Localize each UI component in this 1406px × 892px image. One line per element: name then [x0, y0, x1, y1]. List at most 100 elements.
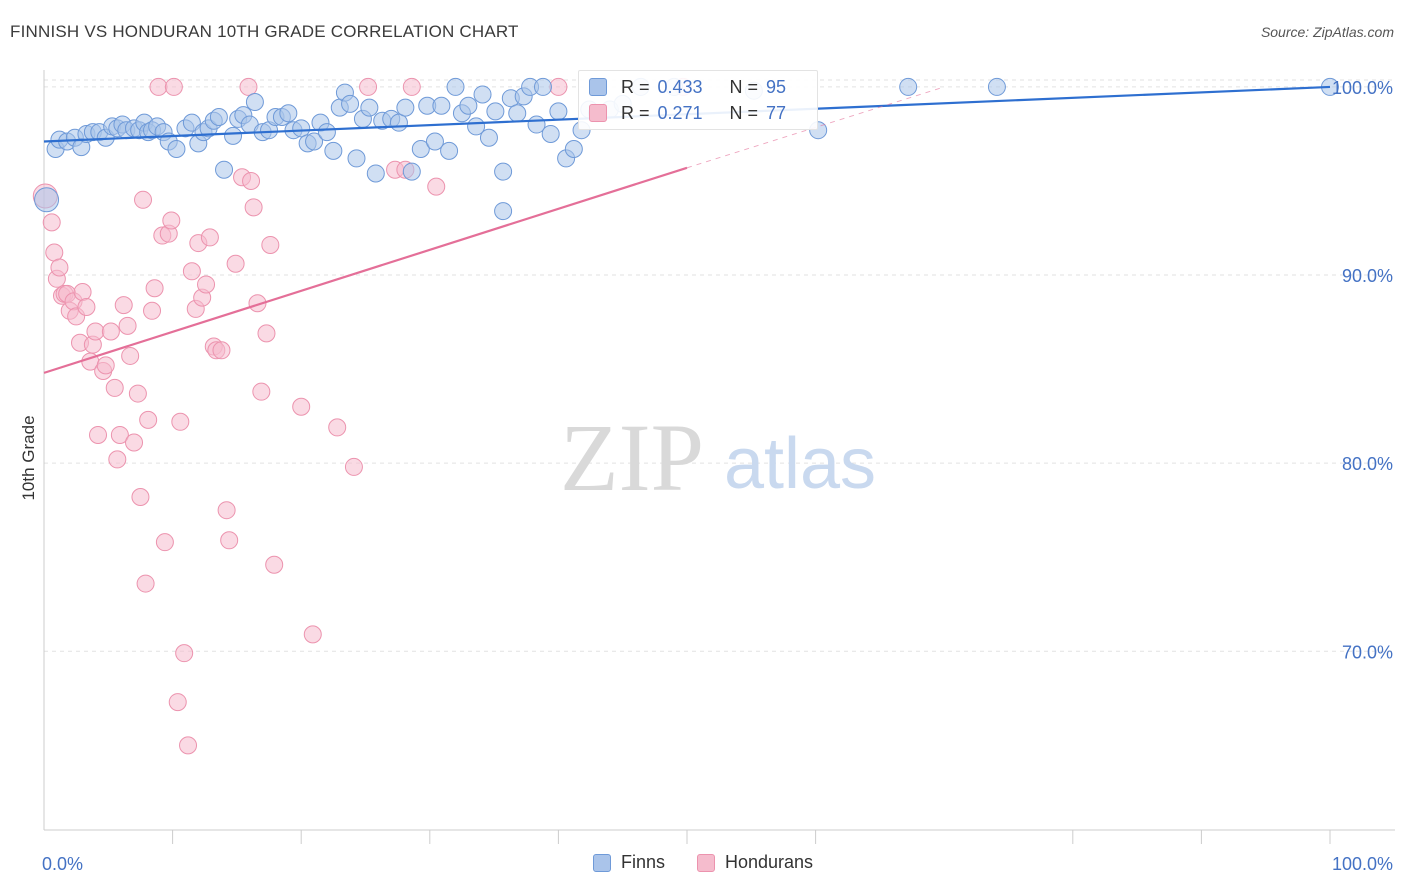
r-label: R =	[621, 102, 650, 123]
y-tick-label: 70.0%	[1342, 642, 1393, 662]
finns-legend-label: Finns	[620, 852, 665, 872]
honduran-point	[155, 533, 174, 552]
finn-point	[396, 98, 415, 117]
finn-point	[549, 102, 568, 121]
finn-point	[389, 113, 408, 132]
honduran-point	[114, 296, 133, 315]
honduran-point	[239, 77, 258, 96]
series-legend: Finns Hondurans	[0, 852, 1406, 873]
honduran-point	[89, 425, 108, 444]
watermark-atlas: atlas	[724, 424, 876, 504]
honduran-point	[402, 77, 421, 96]
honduran-point	[226, 254, 245, 273]
hondurans-legend-label: Hondurans	[724, 852, 814, 872]
y-tick-label: 100.0%	[1332, 78, 1393, 98]
honduran-point	[212, 341, 231, 360]
honduran-point	[162, 211, 181, 230]
finn-point	[245, 92, 264, 111]
honduran-point	[118, 316, 137, 335]
x-tick-label: 0.0%	[42, 854, 83, 874]
honduran-point	[171, 412, 190, 431]
honduran-point	[145, 279, 164, 298]
honduran-point	[149, 77, 168, 96]
honduran-point	[101, 322, 120, 341]
finn-point	[324, 141, 343, 160]
legend-item-hondurans[interactable]: Hondurans	[696, 852, 814, 873]
finn-point	[508, 104, 527, 123]
r-label: R =	[621, 76, 650, 97]
finn-point	[209, 108, 228, 127]
finn-point	[360, 98, 379, 117]
finns-legend-swatch	[592, 853, 611, 872]
honduran-point	[427, 177, 446, 196]
honduran-point	[45, 243, 64, 262]
honduran-point	[217, 501, 236, 520]
honduran-point	[303, 625, 322, 644]
honduran-point	[42, 213, 61, 232]
n-label: N =	[729, 102, 759, 123]
finn-point	[425, 132, 444, 151]
finn-point	[317, 123, 336, 142]
finn-point	[533, 77, 552, 96]
legend-item-finns[interactable]: Finns	[592, 852, 665, 873]
finn-point	[215, 160, 234, 179]
honduran-point	[143, 301, 162, 320]
honduran-point	[244, 198, 263, 217]
honduran-point	[248, 294, 267, 313]
honduran-point	[50, 258, 69, 277]
honduran-point	[359, 77, 378, 96]
honduran-point	[261, 235, 280, 254]
finn-point	[224, 126, 243, 145]
finn-point	[494, 162, 513, 181]
honduran-point	[128, 384, 147, 403]
honduran-point	[125, 433, 144, 452]
x-tick-label: 100.0%	[1332, 854, 1393, 874]
honduran-point	[134, 190, 153, 209]
finn-point	[440, 141, 459, 160]
legend-row-finns: R = 0.433 N = 95	[589, 75, 786, 99]
correlation-legend: R = 0.433 N = 95 R = 0.271 N = 77	[578, 70, 818, 130]
finn-point	[347, 149, 366, 168]
honduran-point	[252, 382, 271, 401]
finn-point	[366, 164, 385, 183]
honduran-point	[292, 397, 311, 416]
legend-row-hondurans: R = 0.271 N = 77	[589, 101, 786, 125]
finns-swatch	[589, 78, 607, 96]
finn-point	[279, 104, 298, 123]
honduran-point	[73, 282, 92, 301]
finn-point	[486, 102, 505, 121]
honduran-point	[220, 531, 239, 550]
finn-point	[899, 77, 918, 96]
hondurans-trend-line	[43, 166, 688, 374]
honduran-point	[265, 555, 284, 574]
honduran-point	[182, 262, 201, 281]
grid-layer	[44, 79, 1395, 652]
honduran-point	[77, 298, 96, 317]
honduran-point	[164, 77, 183, 96]
r-value: 0.271	[657, 102, 703, 123]
honduran-point	[131, 488, 150, 507]
finns-points	[34, 77, 1339, 221]
finn-point	[411, 140, 430, 159]
honduran-point	[197, 275, 216, 294]
watermark-zip: ZIP	[560, 404, 704, 511]
finn-point	[34, 187, 60, 213]
finn-point	[494, 202, 513, 221]
honduran-point	[139, 410, 158, 429]
honduran-point	[328, 418, 347, 437]
y-tick-label: 90.0%	[1342, 266, 1393, 286]
axis-labels: 100.0% 90.0% 80.0% 70.0% 0.0% 100.0%	[42, 78, 1393, 874]
chart-title: FINNISH VS HONDURAN 10TH GRADE CORRELATI…	[10, 22, 519, 41]
finn-point	[541, 124, 560, 143]
source-label: Source: ZipAtlas.com	[1260, 24, 1394, 40]
finn-point	[432, 96, 451, 115]
honduran-point	[257, 324, 276, 343]
hondurans-legend-swatch	[696, 853, 715, 872]
finn-point	[473, 85, 492, 104]
honduran-point	[105, 378, 124, 397]
honduran-point	[121, 346, 140, 365]
honduran-point	[179, 736, 198, 755]
n-value: 77	[766, 102, 787, 123]
watermark: ZIP atlas	[560, 404, 876, 511]
y-tick-label: 80.0%	[1342, 454, 1393, 474]
